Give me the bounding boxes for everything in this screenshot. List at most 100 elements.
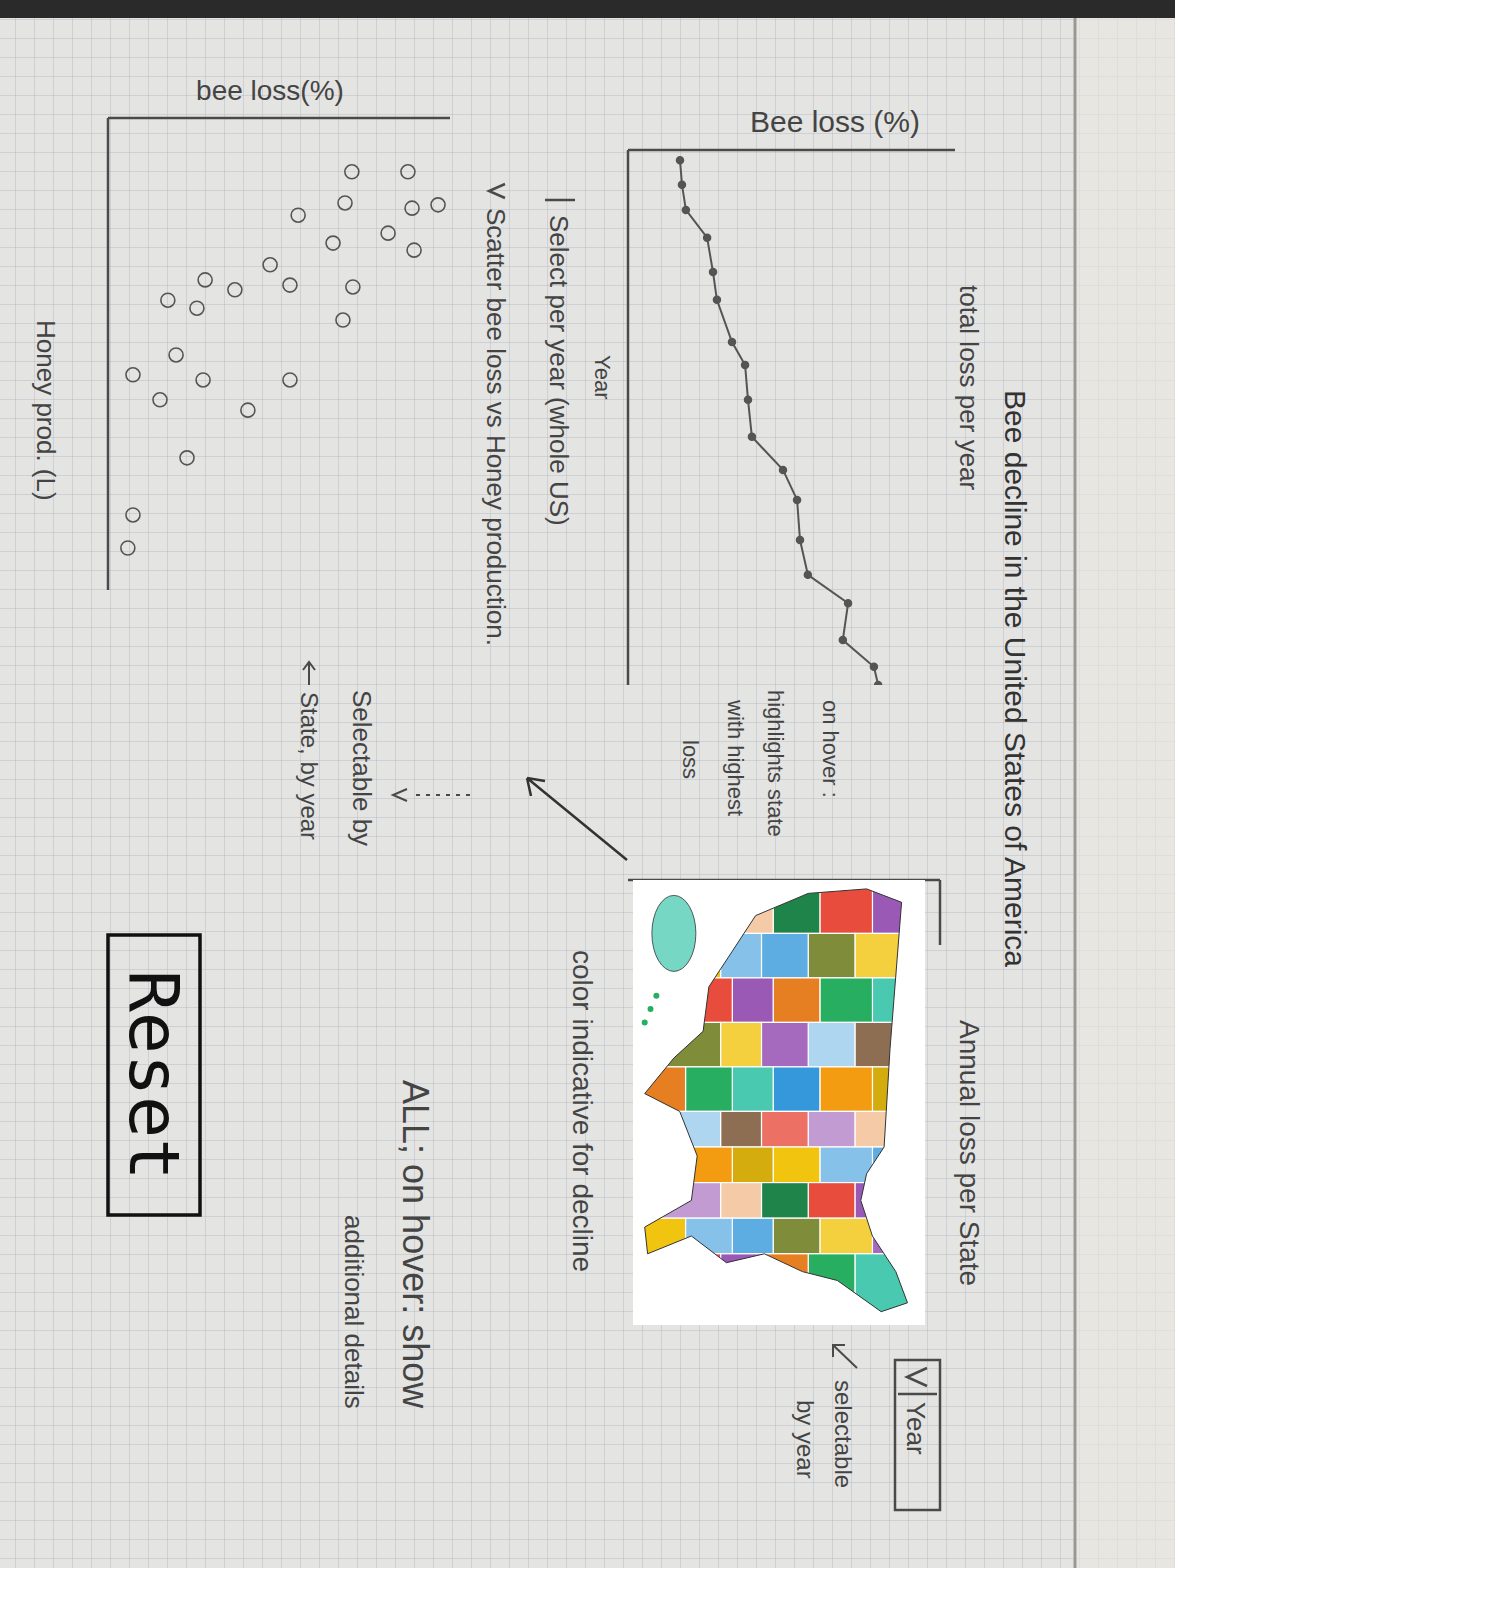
annotation: ALL; on hover: show — [395, 1080, 436, 1409]
state — [773, 1067, 820, 1112]
point — [845, 600, 852, 607]
state — [808, 1111, 855, 1147]
table-background — [0, 0, 1175, 18]
y-axis-title: Bee loss (%) — [750, 105, 920, 138]
year-select[interactable]: Select per year (whole US) — [544, 215, 574, 526]
annotation: by year — [792, 1400, 819, 1479]
point — [283, 278, 297, 292]
point — [779, 466, 786, 473]
subtitle: total loss per year — [954, 285, 984, 491]
point — [839, 637, 846, 644]
state — [761, 1111, 808, 1147]
subtitle: Annual loss per State — [954, 1020, 985, 1286]
state — [773, 1147, 820, 1183]
reset-label[interactable]: Reset — [113, 970, 195, 1181]
x-axis-title: Year — [590, 355, 615, 399]
scatter-select[interactable]: Scatter bee loss vs Honey production. — [481, 208, 511, 646]
scatter-plot — [121, 165, 445, 555]
point — [405, 201, 419, 215]
state — [872, 1067, 925, 1112]
point — [326, 236, 340, 250]
notebook-page: Bee decline in the United States of Amer… — [0, 0, 1175, 1568]
divider — [898, 1393, 937, 1396]
chevron — [393, 789, 407, 801]
state — [721, 1111, 762, 1147]
y-axis-title: bee loss(%) — [196, 75, 344, 106]
state — [732, 1067, 773, 1112]
us-outline — [645, 889, 908, 1312]
state — [721, 933, 762, 978]
state — [686, 1067, 733, 1112]
us-map — [633, 880, 925, 1325]
state — [633, 1147, 686, 1183]
state — [721, 1254, 762, 1325]
point — [241, 403, 255, 417]
annotation: color indicative for decline — [567, 950, 598, 1272]
point — [875, 682, 882, 686]
state — [633, 1254, 721, 1325]
state — [761, 1254, 808, 1325]
hawaii — [642, 1019, 648, 1025]
state — [808, 1254, 855, 1325]
line — [680, 160, 878, 685]
reset-button[interactable] — [108, 935, 200, 1215]
arrow — [303, 662, 315, 685]
state — [872, 978, 925, 1023]
annotation: State, by year — [296, 692, 323, 840]
state — [820, 1067, 873, 1112]
map-background — [633, 880, 925, 1325]
state — [686, 978, 733, 1023]
point — [153, 393, 167, 407]
year-dropdown[interactable] — [895, 1360, 940, 1510]
state — [732, 880, 773, 933]
state — [686, 1147, 733, 1183]
point — [704, 234, 711, 241]
state — [633, 1022, 721, 1067]
point — [338, 196, 352, 210]
title: Bee decline in the United States of Amer… — [999, 390, 1032, 967]
state — [633, 1067, 686, 1112]
paper-grid — [0, 0, 1175, 1568]
annotation: loss — [678, 740, 703, 779]
arrow — [527, 778, 627, 860]
state — [808, 933, 855, 978]
y-axis — [108, 117, 450, 120]
alaska — [652, 895, 696, 971]
state — [761, 1022, 808, 1067]
x-axis-title: Honey prod. (L) — [31, 320, 61, 501]
state — [820, 1218, 873, 1254]
page-fold — [1074, 0, 1077, 1568]
line-plot — [676, 157, 881, 685]
dropdown-label: Year — [901, 1402, 931, 1455]
hawaii — [648, 1006, 654, 1012]
point — [676, 157, 683, 164]
state — [855, 933, 925, 978]
point — [401, 165, 415, 179]
point — [870, 663, 877, 670]
point — [180, 451, 194, 465]
state — [773, 978, 820, 1023]
hawaii — [653, 993, 659, 999]
select-bar — [545, 199, 575, 202]
point — [336, 313, 350, 327]
point — [748, 433, 755, 440]
annotation: on hover : — [818, 700, 843, 798]
x-axis — [107, 118, 110, 590]
state — [721, 1183, 762, 1219]
point — [713, 296, 720, 303]
point — [169, 348, 183, 362]
state — [732, 1218, 773, 1254]
point — [346, 280, 360, 294]
annotation: Selectable by — [347, 690, 377, 846]
state — [633, 1183, 721, 1219]
point — [263, 258, 277, 272]
point — [198, 273, 212, 287]
point — [728, 339, 735, 346]
x-axis — [627, 150, 630, 685]
state — [808, 1022, 855, 1067]
annotation: with highest — [723, 699, 748, 816]
point — [431, 198, 445, 212]
dotted-line — [415, 794, 470, 796]
state — [761, 933, 808, 978]
point — [742, 362, 749, 369]
